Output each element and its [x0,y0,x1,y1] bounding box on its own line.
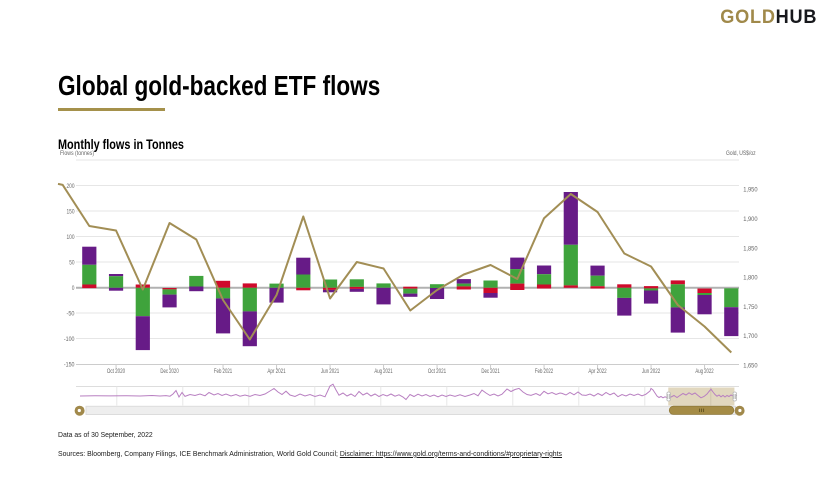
svg-text:-150: -150 [64,361,75,368]
svg-text:50: 50 [69,259,75,266]
svg-text:Apr 2021: Apr 2021 [267,368,286,375]
svg-text:1,950: 1,950 [743,187,758,194]
svg-text:1,700: 1,700 [743,333,758,340]
svg-text:Oct 2020: Oct 2020 [107,368,126,375]
svg-text:Aug 2021: Aug 2021 [374,368,393,375]
svg-text:Dec 2021: Dec 2021 [481,368,500,375]
svg-text:150: 150 [67,208,75,215]
svg-text:1,650: 1,650 [743,363,758,370]
svg-text:Apr 2022: Apr 2022 [588,368,607,375]
svg-text:Jun 2021: Jun 2021 [321,368,340,375]
svg-text:Dec 2020: Dec 2020 [160,368,179,375]
svg-text:Jun 2022: Jun 2022 [642,368,661,375]
svg-text:100: 100 [67,234,75,241]
svg-text:Feb 2021: Feb 2021 [214,368,233,375]
svg-text:Feb 2022: Feb 2022 [535,368,554,375]
svg-text:-50: -50 [67,310,75,317]
svg-text:Aug 2022: Aug 2022 [695,368,714,375]
svg-text:1,900: 1,900 [743,216,758,223]
svg-text:0: 0 [72,285,75,292]
svg-text:1,850: 1,850 [743,245,758,252]
svg-text:1,800: 1,800 [743,275,758,282]
svg-text:-100: -100 [64,336,75,343]
svg-text:Oct 2021: Oct 2021 [428,368,447,375]
svg-text:200: 200 [67,183,75,190]
svg-text:1,750: 1,750 [743,304,758,311]
